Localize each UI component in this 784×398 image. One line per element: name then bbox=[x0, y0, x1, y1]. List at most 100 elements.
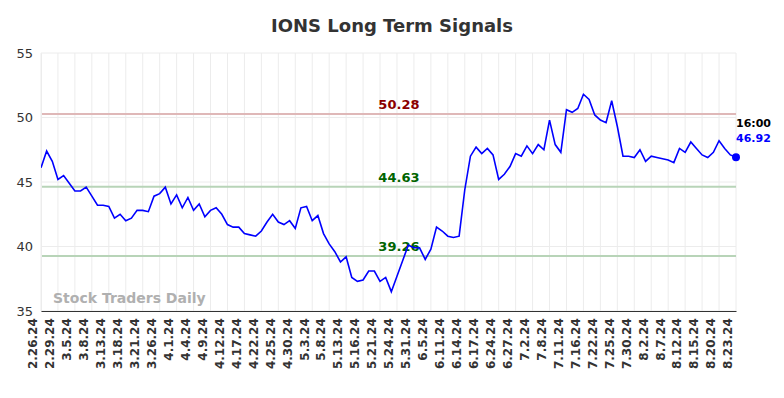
y-tick-label: 50 bbox=[16, 110, 33, 125]
reference-label: 44.63 bbox=[378, 170, 419, 185]
x-tick: 8.12.24 bbox=[670, 311, 685, 369]
x-tick: 4.30.24 bbox=[281, 311, 296, 369]
x-tick-label: 5.13.24 bbox=[331, 318, 345, 369]
x-tick-label: 7.11.24 bbox=[552, 318, 566, 369]
x-tick: 6.11.24 bbox=[433, 311, 448, 369]
x-tick-label: 7.22.24 bbox=[586, 318, 600, 369]
end-value-label: 46.92 bbox=[736, 132, 771, 145]
grid-line-x bbox=[41, 53, 42, 311]
last-point bbox=[732, 153, 740, 161]
x-tick: 7.11.24 bbox=[552, 311, 567, 369]
x-tick-label: 6.17.24 bbox=[467, 318, 481, 369]
grid-line-y bbox=[41, 311, 736, 312]
y-tick: 55 bbox=[16, 46, 41, 61]
x-tick: 8.20.24 bbox=[704, 311, 719, 369]
x-tick: 5.21.24 bbox=[365, 311, 380, 369]
x-tick: 3.8.24 bbox=[77, 311, 92, 361]
grid bbox=[41, 53, 736, 311]
y-tick: 35 bbox=[16, 304, 41, 319]
x-tick-label: 7.16.24 bbox=[569, 318, 583, 369]
chart: IONS Long Term Signals50.2844.6339.26354… bbox=[0, 0, 784, 398]
x-tick: 4.9.24 bbox=[196, 311, 211, 361]
x-tick-label: 5.16.24 bbox=[348, 318, 362, 369]
x-tick: 8.7.24 bbox=[653, 311, 668, 361]
x-tick: 6.17.24 bbox=[467, 311, 482, 369]
x-tick-label: 5.24.24 bbox=[382, 318, 396, 369]
x-tick: 6.5.24 bbox=[416, 311, 431, 361]
x-tick: 5.3.24 bbox=[298, 311, 313, 361]
x-tick: 7.16.24 bbox=[569, 311, 584, 369]
x-tick-label: 4.9.24 bbox=[196, 318, 210, 361]
x-tick: 7.30.24 bbox=[620, 311, 635, 369]
title: IONS Long Term Signals bbox=[271, 15, 513, 36]
x-tick: 6.24.24 bbox=[484, 311, 499, 369]
x-tick-label: 5.21.24 bbox=[365, 318, 379, 369]
x-tick: 4.12.24 bbox=[213, 311, 228, 369]
x-tick: 6.27.24 bbox=[501, 311, 516, 369]
x-tick: 4.4.24 bbox=[179, 311, 194, 361]
y-tick-label: 45 bbox=[16, 175, 33, 190]
x-tick: 3.21.24 bbox=[128, 311, 143, 369]
x-axis-line bbox=[42, 311, 737, 312]
x-tick-label: 4.4.24 bbox=[179, 318, 193, 361]
x-tick-label: 7.2.24 bbox=[518, 318, 532, 361]
x-tick: 3.5.24 bbox=[60, 311, 75, 361]
x-tick-label: 4.1.24 bbox=[162, 318, 176, 361]
x-tick: 5.31.24 bbox=[399, 311, 414, 369]
x-tick: 8.2.24 bbox=[637, 311, 652, 361]
y-tick-label: 35 bbox=[16, 304, 33, 319]
x-tick: 8.23.24 bbox=[721, 311, 736, 369]
x-tick-label: 6.14.24 bbox=[450, 318, 464, 369]
reference-label: 39.26 bbox=[378, 239, 419, 254]
x-tick: 5.13.24 bbox=[331, 311, 346, 369]
x-tick-label: 2.29.24 bbox=[43, 318, 57, 369]
watermark: Stock Traders Daily bbox=[53, 290, 206, 306]
x-tick-label: 3.26.24 bbox=[145, 318, 159, 369]
x-tick-label: 5.31.24 bbox=[399, 318, 413, 369]
x-tick: 4.25.24 bbox=[264, 311, 279, 369]
x-tick: 5.16.24 bbox=[348, 311, 363, 369]
x-tick: 2.26.24 bbox=[26, 311, 41, 369]
x-tick-label: 8.20.24 bbox=[704, 318, 718, 369]
reference-lines: 50.2844.6339.26 bbox=[41, 97, 736, 256]
x-tick: 7.2.24 bbox=[518, 311, 533, 361]
x-tick-label: 3.5.24 bbox=[60, 318, 74, 361]
price-line bbox=[41, 94, 736, 291]
grid-line-y bbox=[41, 53, 736, 54]
x-tick-label: 3.13.24 bbox=[94, 318, 108, 369]
x-tick-label: 7.8.24 bbox=[535, 318, 549, 361]
x-tick: 8.15.24 bbox=[687, 311, 702, 369]
x-tick: 2.29.24 bbox=[43, 311, 58, 369]
x-tick-label: 5.8.24 bbox=[314, 318, 328, 361]
x-tick: 3.18.24 bbox=[111, 311, 126, 369]
x-tick-label: 3.21.24 bbox=[128, 318, 142, 369]
reference-line bbox=[41, 255, 736, 257]
y-tick-label: 55 bbox=[16, 46, 33, 61]
x-tick: 4.22.24 bbox=[247, 311, 262, 369]
x-tick-label: 6.11.24 bbox=[433, 318, 447, 369]
x-tick: 6.14.24 bbox=[450, 311, 465, 369]
x-tick-label: 4.17.24 bbox=[230, 318, 244, 369]
y-axis: 35 40 45 50 55 bbox=[16, 46, 41, 319]
x-tick-label: 6.24.24 bbox=[484, 318, 498, 369]
x-tick: 5.8.24 bbox=[314, 311, 329, 361]
y-tick-label: 40 bbox=[16, 239, 33, 254]
x-tick-label: 8.2.24 bbox=[637, 318, 651, 361]
x-tick-label: 8.12.24 bbox=[670, 318, 684, 369]
x-tick-label: 5.3.24 bbox=[298, 318, 312, 361]
x-tick-label: 3.8.24 bbox=[77, 318, 91, 361]
y-tick: 40 bbox=[16, 239, 41, 254]
x-tick-label: 4.30.24 bbox=[281, 318, 295, 369]
x-tick-label: 4.22.24 bbox=[247, 318, 261, 369]
plot bbox=[41, 94, 736, 291]
x-tick-label: 6.5.24 bbox=[416, 318, 430, 361]
x-tick: 3.13.24 bbox=[94, 311, 109, 369]
y-tick: 50 bbox=[16, 110, 41, 125]
x-tick-label: 8.7.24 bbox=[653, 318, 667, 361]
x-tick-label: 3.18.24 bbox=[111, 318, 125, 369]
x-tick: 3.26.24 bbox=[145, 311, 160, 369]
x-tick: 7.25.24 bbox=[603, 311, 618, 369]
x-tick-label: 4.25.24 bbox=[264, 318, 278, 369]
x-tick: 7.8.24 bbox=[535, 311, 550, 361]
x-tick-label: 8.15.24 bbox=[687, 318, 701, 369]
